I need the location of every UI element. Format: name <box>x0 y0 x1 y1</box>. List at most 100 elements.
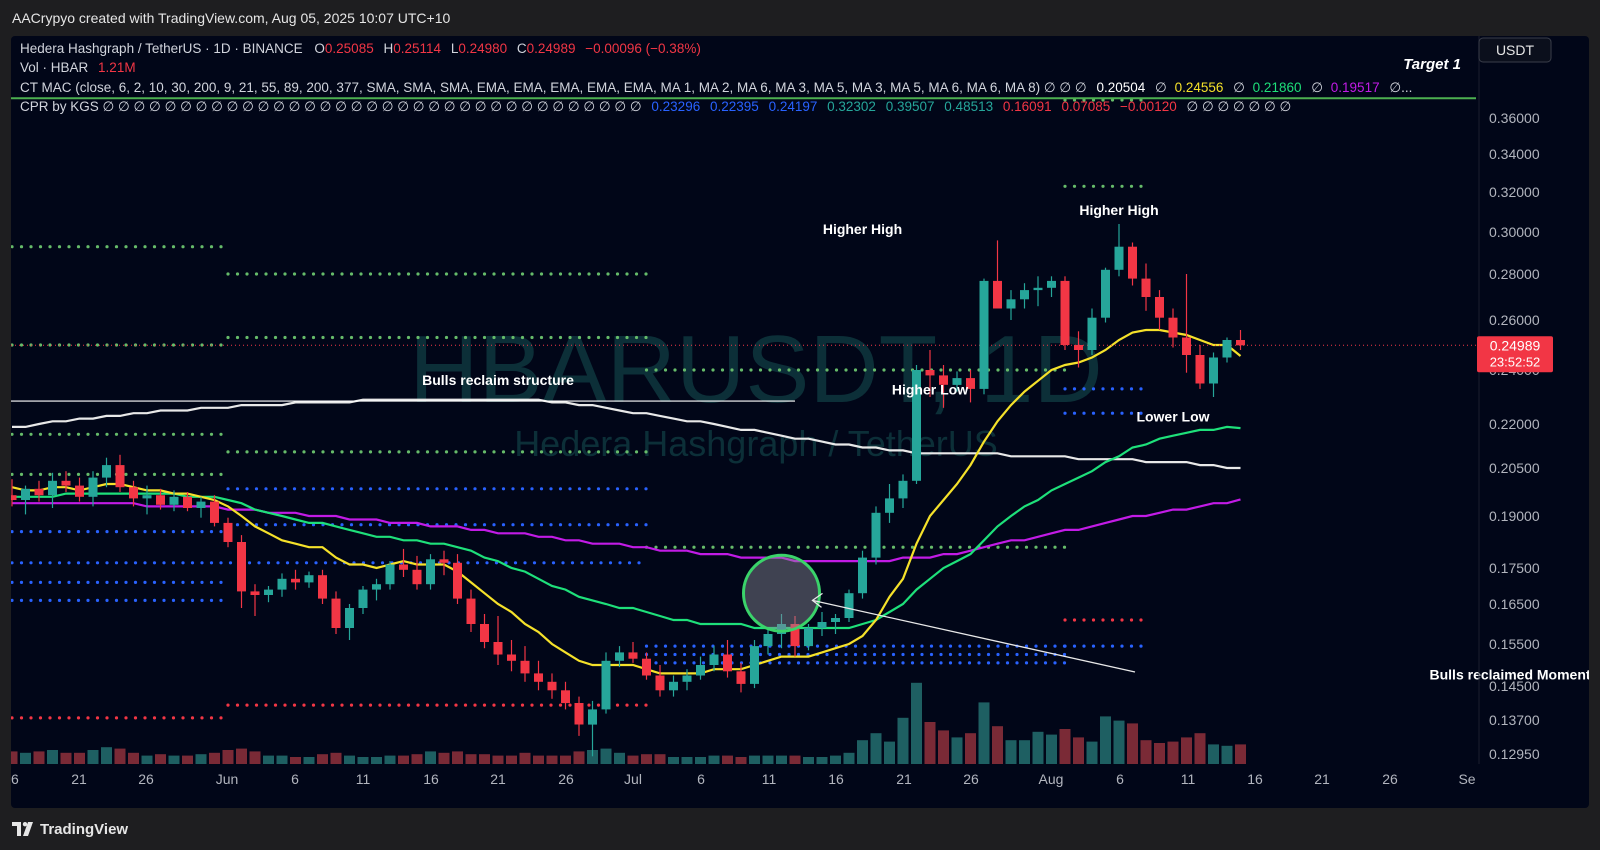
cpr-dot <box>416 335 420 340</box>
cpr-dot <box>549 272 553 276</box>
annotation-label: Bulls reclaim structure <box>422 372 574 388</box>
cpr-dot <box>368 703 373 707</box>
cpr-dot <box>181 432 185 436</box>
cpr-dot <box>209 598 214 603</box>
volume-bar <box>249 751 261 764</box>
cpr-dot <box>580 561 584 565</box>
cpr-dot <box>444 487 449 491</box>
cpr-dot <box>1053 661 1057 665</box>
volume-bar <box>600 748 612 764</box>
cpr-dot <box>758 545 763 549</box>
volume-bar <box>1032 731 1044 764</box>
volume-bar <box>1154 743 1165 764</box>
candle-body <box>628 652 638 659</box>
cpr-dot <box>152 343 157 347</box>
cpr-dot <box>219 245 223 249</box>
cpr-dot <box>273 335 278 340</box>
cpr-dot <box>473 272 477 276</box>
cpr-dot <box>378 703 382 707</box>
cpr-dot <box>359 450 363 454</box>
candle-body <box>696 665 705 676</box>
cpr-dot <box>825 644 829 648</box>
cpr-dot <box>86 598 90 603</box>
cpr-dot <box>359 487 363 491</box>
cpr-dot <box>627 561 632 565</box>
cpr-dot <box>264 523 268 527</box>
cpr-dot <box>444 703 449 707</box>
candle-body <box>1033 287 1043 291</box>
cpr-dot <box>76 561 81 565</box>
cpr-dot <box>796 652 801 657</box>
cpr-dot <box>825 368 829 372</box>
cpr-dot <box>171 561 176 565</box>
cpr-dot <box>340 487 344 491</box>
volume-bar <box>1073 737 1084 764</box>
y-tick-label: 0.15500 <box>1489 636 1540 652</box>
volume-bar <box>978 702 990 764</box>
candle-body <box>1141 278 1151 297</box>
y-tick-label: 0.12950 <box>1489 746 1540 762</box>
candle-body <box>520 660 530 674</box>
cpr-dot <box>245 523 249 527</box>
cpr-dot <box>682 652 687 657</box>
cpr-dot <box>1120 411 1124 415</box>
volume-bar <box>452 751 463 764</box>
cpr-dot <box>692 644 696 648</box>
cpr-dot <box>577 450 582 454</box>
cpr-dot <box>209 530 214 534</box>
cpr-dot <box>577 487 582 491</box>
volume-bar <box>236 748 247 764</box>
cpr-dot <box>371 561 375 565</box>
cpr-dot <box>200 245 204 249</box>
volume-bar <box>1019 740 1030 764</box>
volume-bar <box>1005 740 1017 764</box>
x-tick-label: 26 <box>1382 771 1398 787</box>
cpr-dot <box>425 272 430 276</box>
cpr-dot <box>929 545 934 549</box>
volume-bar <box>587 750 598 764</box>
cpr-dot <box>1101 184 1105 188</box>
candle-body <box>318 575 327 599</box>
cpr-dot <box>1062 545 1067 549</box>
volume-bar <box>762 755 774 764</box>
candle-body <box>426 559 435 585</box>
cpr-dot <box>939 652 943 657</box>
last-price-tag: 0.24989 23:52:52 <box>1477 336 1553 373</box>
candle-body <box>871 512 881 558</box>
cpr-dot <box>530 487 534 491</box>
cpr-dot <box>1024 661 1029 665</box>
cpr-dot <box>654 644 658 648</box>
cpr-dot <box>57 530 62 534</box>
candle-body <box>1209 357 1218 384</box>
cpr-dot <box>834 545 839 549</box>
price-chart[interactable]: HBARUSDT, 1D Hedera Hashgraph / TetherUS… <box>11 36 1589 808</box>
cpr-dot <box>1110 387 1115 391</box>
cpr-dot <box>996 661 1000 665</box>
cpr-dot <box>577 272 582 276</box>
candle-body <box>439 559 449 563</box>
x-axis[interactable]: 16 21 26 Jun 6 11 16 21 26 Jul 6 11 16 21 26 Aug 6 11 16 21… <box>11 771 1476 787</box>
cpr-dot <box>143 598 147 603</box>
y-tick-label: 0.20500 <box>1489 460 1540 476</box>
y-axis[interactable]: 0.36000 0.34000 0.32000 0.30000 0.28000 0.260… <box>1489 110 1540 762</box>
x-tick-label: 16 <box>11 771 19 787</box>
cpr-dot <box>219 716 223 720</box>
cpr-dot <box>454 703 458 707</box>
volume-bar <box>60 752 72 764</box>
cpr-dot <box>124 472 128 476</box>
cpr-dot <box>463 703 468 707</box>
cpr-dot <box>273 272 278 276</box>
cpr-dot <box>48 245 52 249</box>
cpr-dot <box>929 661 934 665</box>
chart-frame[interactable]: HBARUSDT, 1D Hedera Hashgraph / TetherUS… <box>11 36 1589 808</box>
volume-bar <box>425 751 436 764</box>
cpr-dot <box>615 487 620 491</box>
cpr-dot <box>692 652 696 657</box>
cpr-dot <box>482 335 487 340</box>
cpr-dot <box>920 652 924 657</box>
cpr-dot <box>57 472 62 476</box>
cpr-dot <box>235 487 240 491</box>
cpr-dot <box>143 472 147 476</box>
currency-button[interactable]: USDT <box>1478 37 1552 63</box>
cpr-dot <box>637 561 641 565</box>
